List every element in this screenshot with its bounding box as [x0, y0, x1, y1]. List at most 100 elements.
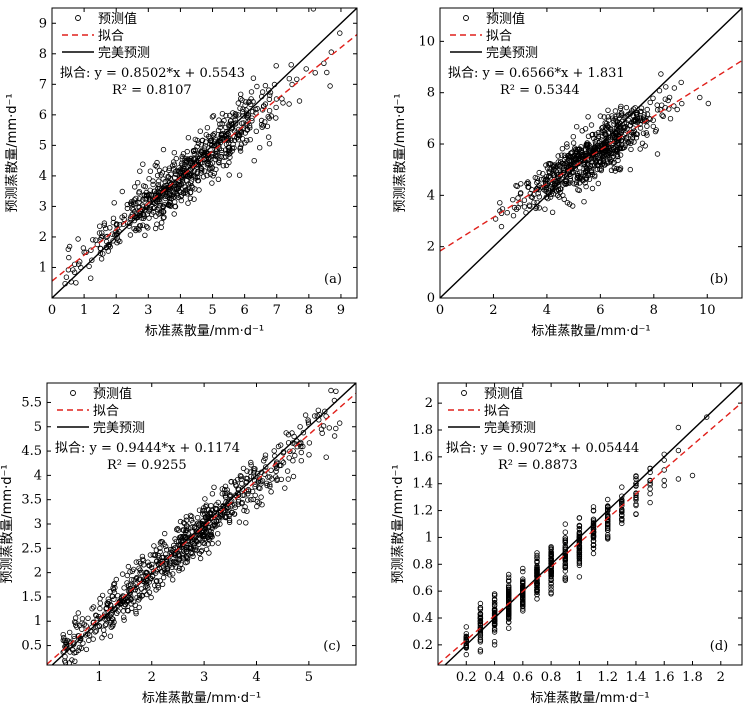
- scatter-point: [142, 206, 148, 213]
- scatter-point: [133, 195, 139, 202]
- scatter-point: [589, 153, 595, 159]
- scatter-point: [337, 30, 343, 36]
- scatter-point: [560, 182, 566, 188]
- y-tick-label: 1.2: [412, 504, 433, 519]
- scatter-point: [155, 582, 161, 589]
- scatter-point: [66, 629, 73, 636]
- scatter-point: [667, 115, 674, 122]
- scatter-point: [297, 424, 303, 430]
- scatter-point: [619, 145, 625, 152]
- panel-label: (c): [323, 639, 340, 654]
- scatter-point: [140, 161, 146, 167]
- scatter-point: [584, 141, 590, 148]
- scatter-point: [247, 125, 253, 131]
- scatter-point: [562, 521, 568, 527]
- scatter-point: [130, 199, 136, 205]
- scatter-point: [103, 605, 109, 612]
- scatter-point: [605, 503, 611, 509]
- y-tick-label: 1: [39, 260, 47, 275]
- fit-line: [52, 33, 357, 282]
- scatter-point: [570, 140, 577, 146]
- perfect-prediction-line: [52, 8, 357, 298]
- scatter-point: [577, 169, 583, 175]
- scatter-point: [264, 123, 271, 130]
- scatter-point: [286, 75, 292, 82]
- scatter-point: [212, 156, 219, 163]
- scatter-point: [165, 174, 172, 180]
- scatter-point: [590, 542, 597, 548]
- scatter-point: [491, 639, 498, 645]
- scatter-point: [88, 247, 94, 253]
- scatter-point: [97, 245, 103, 251]
- scatter-point: [135, 588, 141, 594]
- scatter-point: [243, 520, 249, 526]
- panel-label: (a): [324, 272, 342, 287]
- y-axis-label: 预测蒸散量/mm·d⁻¹: [393, 93, 408, 212]
- scatter-point: [79, 620, 85, 626]
- scatter-point: [159, 186, 165, 192]
- scatter-point: [176, 553, 183, 559]
- scatter-point: [286, 101, 292, 107]
- scatter-point: [188, 172, 195, 178]
- scatter-point: [520, 568, 526, 575]
- x-tick-label: 10: [699, 303, 716, 318]
- scatter-point: [598, 167, 604, 174]
- scatter-point: [204, 172, 210, 179]
- scatter-point: [249, 115, 255, 121]
- scatter-point: [595, 180, 601, 187]
- scatter-point: [264, 482, 270, 489]
- scatter-point: [160, 146, 167, 153]
- fit-equation: 拟合: y = 0.9444*x + 0.1174: [55, 441, 240, 456]
- scatter-point: [139, 202, 145, 208]
- scatter-point: [201, 507, 207, 514]
- scatter-point: [113, 221, 120, 227]
- scatter-point: [543, 174, 549, 180]
- scatter-point: [327, 83, 333, 89]
- legend-label-perfect: 完美预测: [484, 421, 536, 436]
- scatter-point: [650, 123, 656, 130]
- scatter-point: [312, 70, 318, 76]
- scatter-point: [157, 202, 163, 209]
- scatter-point: [128, 594, 134, 600]
- scatter-point: [227, 150, 233, 156]
- scatter-point: [155, 585, 161, 591]
- scatter-point: [601, 129, 607, 135]
- scatter-point: [576, 526, 583, 532]
- scatter-point: [176, 165, 182, 171]
- scatter-point: [477, 637, 484, 643]
- scatter-point: [197, 555, 204, 562]
- scatter-point: [215, 127, 222, 134]
- scatter-point: [520, 599, 526, 605]
- scatter-point: [320, 423, 327, 429]
- scatter-point: [179, 541, 186, 547]
- scatter-point: [137, 168, 143, 174]
- scatter-point: [140, 196, 146, 203]
- scatter-point: [619, 512, 625, 518]
- scatter-point: [120, 608, 127, 614]
- scatter-point: [237, 96, 244, 102]
- scatter-point: [166, 572, 173, 578]
- scatter-point: [135, 226, 141, 232]
- fit-equation: 拟合: y = 0.9072*x + 0.05444: [446, 441, 639, 456]
- scatter-point: [534, 564, 540, 570]
- scatter-point: [215, 499, 221, 506]
- scatter-point: [254, 83, 260, 90]
- scatter-point: [604, 122, 610, 129]
- scatter-point: [625, 139, 631, 145]
- scatter-point: [63, 274, 70, 280]
- y-tick-label: 2: [34, 566, 42, 581]
- scatter-point: [521, 197, 528, 203]
- scatter-point: [209, 491, 216, 497]
- scatter-point: [107, 633, 114, 639]
- scatter-point: [581, 198, 587, 205]
- scatter-point: [172, 552, 179, 558]
- scatter-point: [202, 523, 209, 529]
- scatter-point: [506, 606, 512, 612]
- scatter-point: [201, 510, 208, 517]
- scatter-point: [580, 177, 586, 184]
- scatter-point: [70, 267, 76, 273]
- scatter-point: [660, 113, 666, 119]
- scatter-point: [137, 212, 143, 218]
- scatter-point: [575, 156, 581, 163]
- scatter-point: [568, 165, 574, 172]
